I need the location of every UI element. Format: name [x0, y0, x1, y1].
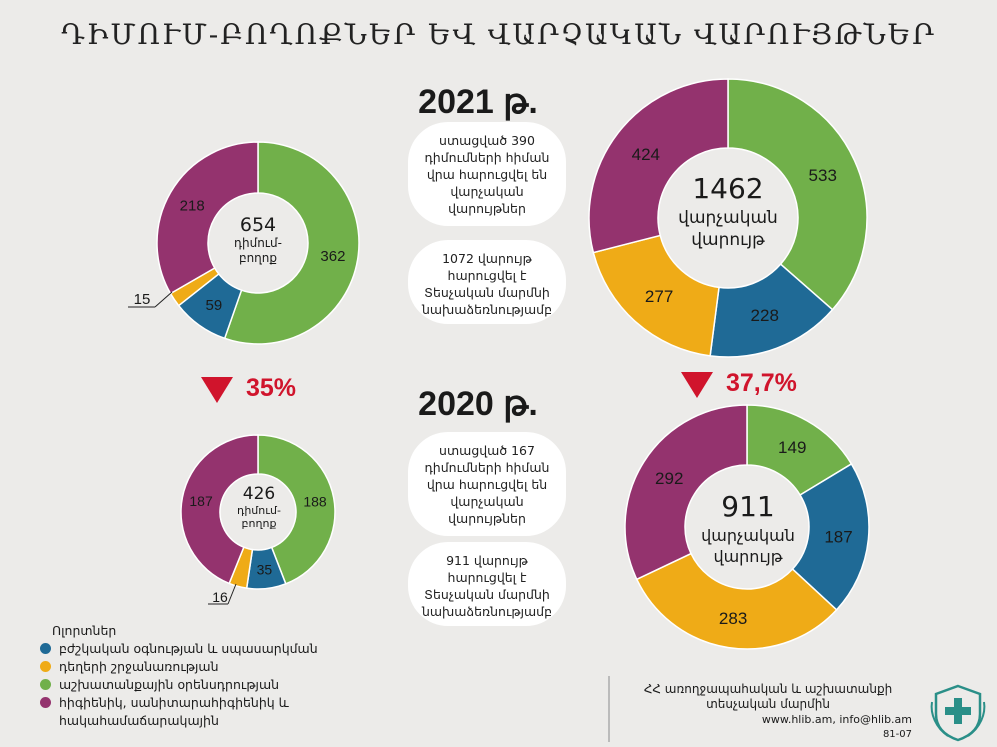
legend-label: հիգիենիկ, սանիտարահիգիենիկ և հակահամաճար… — [59, 695, 289, 728]
page-code: 81-07 — [882, 729, 912, 740]
proceedings-change: 37,7% — [726, 369, 797, 397]
slice-0 — [791, 462, 870, 611]
legend-item: բժշկական օգնության և սպասարկման — [40, 640, 400, 658]
center-label: վարչական վարույթ — [678, 208, 778, 250]
slice-value-label: 283 — [719, 609, 747, 628]
donut-2020-complaints: 188 35 16 187 — [180, 434, 336, 605]
slice-1 — [592, 234, 720, 357]
slice-value-label: 292 — [655, 469, 683, 488]
slice-2 — [727, 78, 868, 311]
slice-value-label: 188 — [303, 493, 327, 509]
slice-value-label: 187 — [824, 527, 852, 546]
leader-line-2021 — [154, 291, 173, 308]
center-value: 426 — [242, 484, 276, 504]
legend-item: դեղերի շրջանառության — [40, 658, 400, 676]
note-2020-initiative: 911 վարույթ հարուցվել է Տեսչական մարմնի … — [408, 542, 566, 626]
org-logo-icon — [930, 684, 986, 742]
legend-dot — [40, 697, 51, 708]
legend-label: դեղերի շրջանառության — [59, 659, 219, 674]
legend-dot — [40, 679, 51, 690]
slice-value-label: 218 — [180, 197, 205, 214]
year-2020-heading: 2020 թ. — [418, 385, 538, 423]
complaints-change: 35% — [246, 374, 297, 402]
legend: Ոլորտներ բժշկական օգնության և սպասարկման… — [40, 622, 400, 730]
footer: ՀՀ առողջապահական և աշխատանքի տեսչական մա… — [618, 682, 918, 742]
slice-value-label: 424 — [632, 145, 660, 164]
slice-value-label: 35 — [257, 562, 273, 578]
center-label: դիմում-բողոք — [234, 236, 282, 265]
legend-label: բժշկական օգնության և սպասարկման — [59, 641, 318, 656]
org-name: ՀՀ առողջապահական և աշխատանքի տեսչական մա… — [643, 682, 893, 711]
slice-2 — [257, 434, 336, 585]
note-2021-complaints: ստացված 390 դիմումների հիման վրա հարուցվ… — [408, 122, 566, 226]
center-value: 654 — [239, 214, 277, 236]
page-title: ԴԻՄՈՒՄ-ԲՈՂՈՔՆԵՐ ԵՎ ՎԱՐՉԱԿԱՆ ՎԱՐՈՒՅԹՆԵՐ — [61, 18, 936, 51]
note-2021-initiative: 1072 վարույթ հարուցվել է Տեսչական մարմնի… — [408, 240, 566, 324]
slice-3 — [588, 78, 729, 254]
donut-2020-proceedings: 149 187 283 292 — [624, 404, 870, 650]
slice-value-label: 59 — [206, 297, 223, 314]
footer-divider — [608, 676, 610, 742]
center-value: 911 — [721, 490, 775, 523]
slice-3 — [624, 404, 748, 581]
legend-item: աշխատանքային օրենսդրության — [40, 676, 400, 694]
slice-value-label: 533 — [809, 166, 837, 185]
slice-value-label: 187 — [189, 493, 213, 509]
center-label: դիմում-բողոք — [237, 504, 281, 530]
legend-label: աշխատանքային օրենսդրության — [59, 677, 280, 692]
slice-value-label: 15 — [134, 291, 151, 308]
donut-2020-complaints-center: 426 դիմում-բողոք — [214, 484, 304, 530]
legend-dot — [40, 643, 51, 654]
donut-2021-proceedings: 533 228 277 424 — [588, 78, 868, 358]
year-2021-heading: 2021 թ. — [418, 83, 538, 121]
leader-line-2020 — [227, 583, 237, 605]
slice-1 — [635, 552, 838, 650]
slice-3 — [180, 434, 259, 585]
legend-title: Ոլորտներ — [52, 623, 117, 638]
center-label: վարչական վարույթ — [701, 526, 795, 566]
note-2020-complaints: ստացված 167 դիմումների հիման վրա հարուցվ… — [408, 432, 566, 536]
slice-value-label: 149 — [778, 438, 806, 457]
slice-3 — [156, 141, 259, 295]
legend-item: հիգիենիկ, սանիտարահիգիենիկ և հակահամաճար… — [40, 694, 400, 730]
decrease-arrow-icon — [201, 377, 233, 403]
donut-2021-complaints-center: 654 դիմում-բողոք — [198, 214, 318, 266]
contact-links[interactable]: www.hlib.am, info@hlib.am — [761, 713, 912, 726]
slice-value-label: 228 — [751, 306, 779, 325]
decrease-arrow-icon — [681, 372, 713, 398]
legend-dot — [40, 661, 51, 672]
donut-2021-proceedings-center: 1462 վարչական վարույթ — [658, 172, 798, 251]
donut-2021-complaints: 362 59 15 218 — [134, 141, 360, 345]
slice-value-label: 16 — [212, 589, 228, 605]
slice-value-label: 362 — [320, 248, 345, 265]
slice-value-label: 277 — [645, 287, 673, 306]
donut-2020-proceedings-center: 911 վարչական վարույթ — [678, 490, 818, 567]
center-value: 1462 — [692, 172, 764, 205]
